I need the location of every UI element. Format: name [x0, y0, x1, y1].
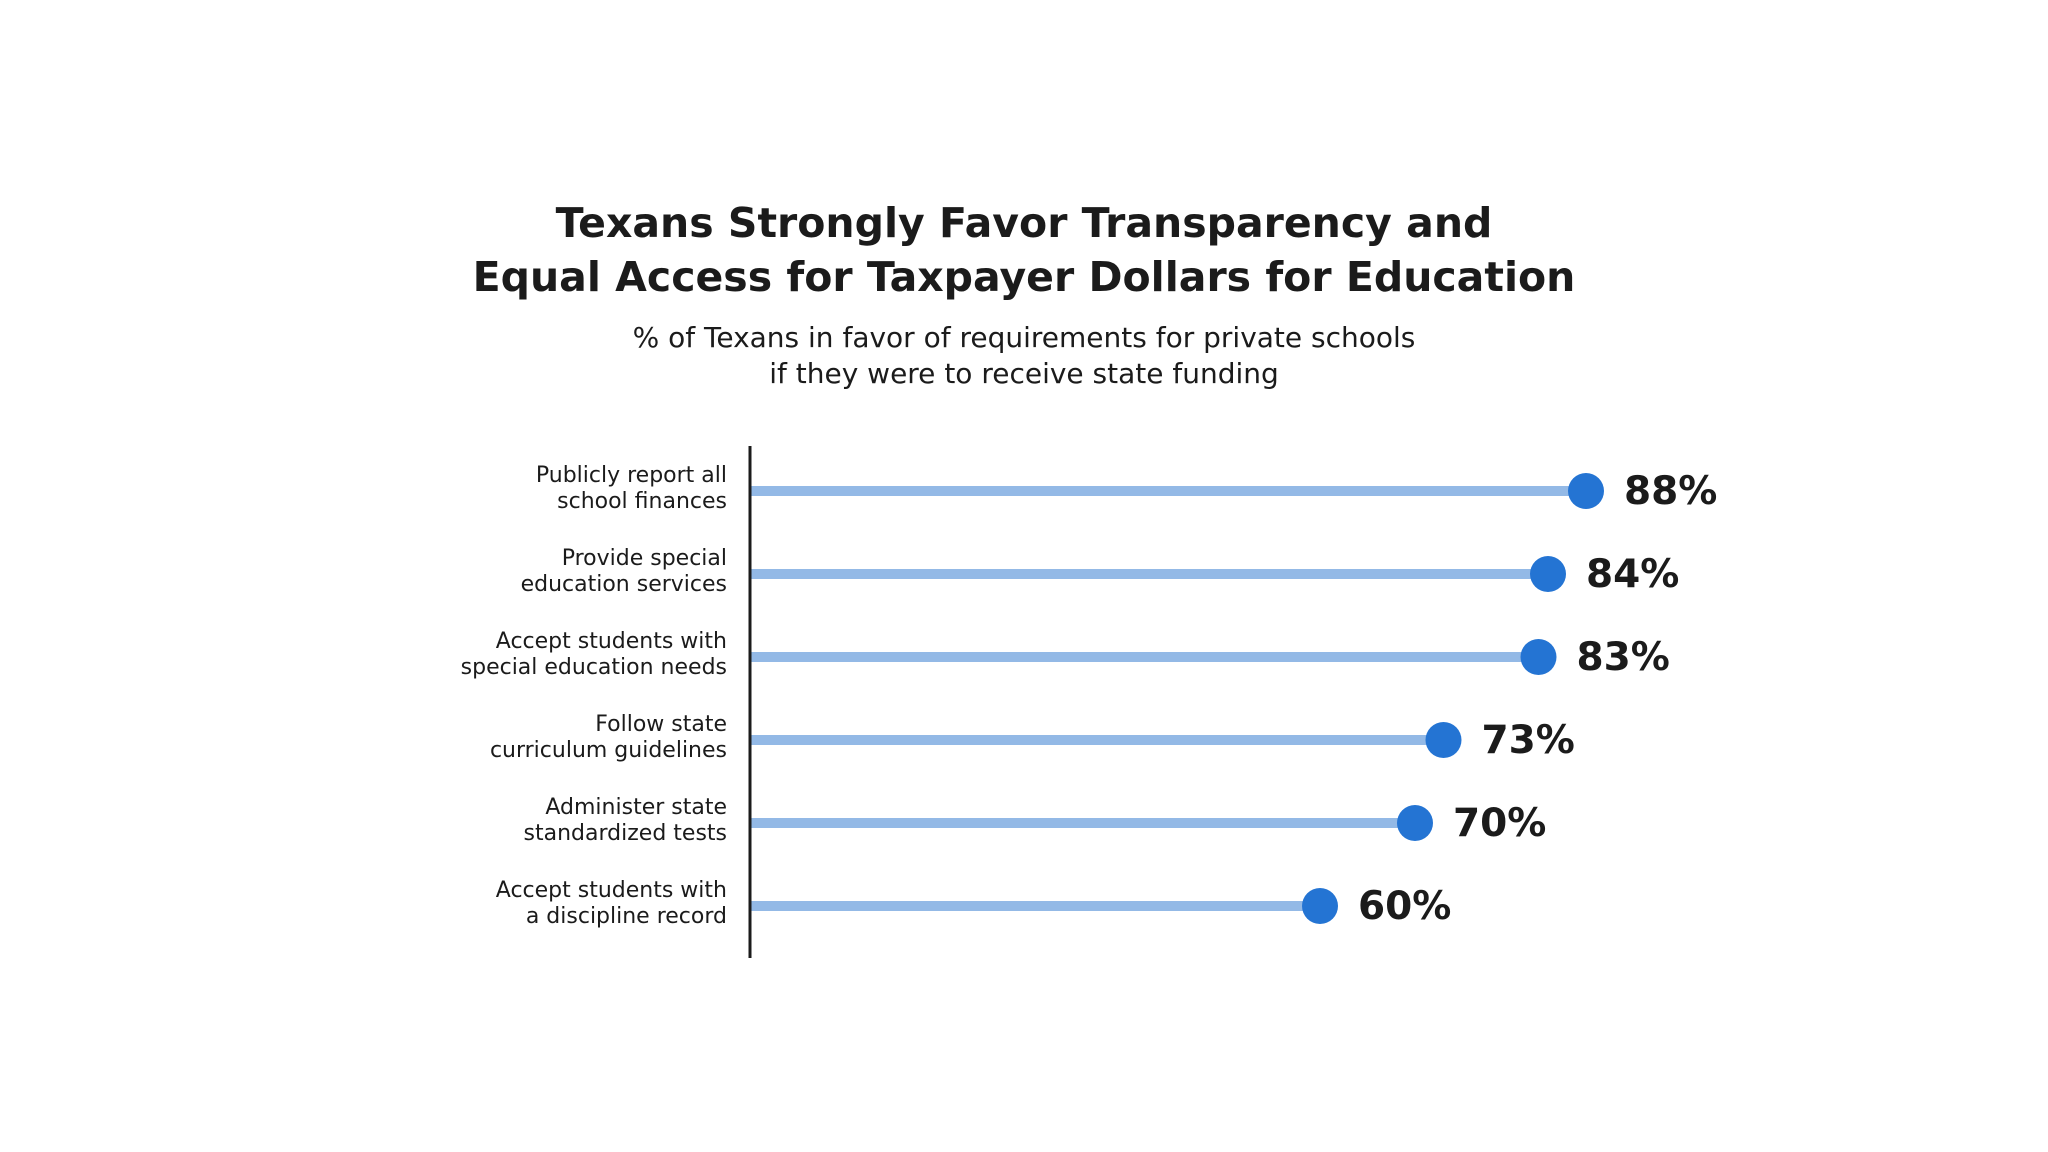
category-label: standardized tests [524, 821, 727, 846]
category-label: Administer state [545, 795, 727, 820]
bar-dot [1397, 805, 1433, 841]
value-label: 60% [1358, 884, 1451, 929]
category-label: Provide special [562, 546, 727, 571]
value-label: 88% [1624, 469, 1717, 514]
chart-subtitle: % of Texans in favor of requirements for… [0, 320, 2048, 392]
chart-title-line-1: Texans Strongly Favor Transparency and [555, 199, 1493, 247]
chart-subtitle-line-2: if they were to receive state funding [769, 357, 1279, 390]
category-label: special education needs [461, 655, 727, 680]
category-label: education services [521, 572, 727, 597]
chart-subtitle-line-1: % of Texans in favor of requirements for… [632, 321, 1416, 354]
value-label: 83% [1577, 635, 1670, 680]
category-label: a discipline record [526, 904, 727, 929]
chart-title-line-2: Equal Access for Taxpayer Dollars for Ed… [472, 253, 1576, 301]
category-label: Publicly report all [536, 463, 727, 488]
category-label: Accept students with [496, 629, 727, 654]
chart-title: Texans Strongly Favor Transparency and E… [0, 196, 2048, 304]
value-label: 73% [1482, 718, 1575, 763]
bar-dot [1425, 722, 1462, 758]
bar-dot [1568, 473, 1604, 509]
category-label: Accept students with [496, 878, 727, 903]
value-label: 84% [1586, 552, 1679, 597]
bar-dot [1520, 639, 1557, 675]
category-label: curriculum guidelines [490, 738, 727, 763]
category-label: school finances [557, 489, 727, 514]
bar-dot [1302, 888, 1338, 924]
bar-dot [1530, 556, 1566, 592]
value-label: 70% [1453, 801, 1546, 846]
category-label: Follow state [595, 712, 727, 737]
